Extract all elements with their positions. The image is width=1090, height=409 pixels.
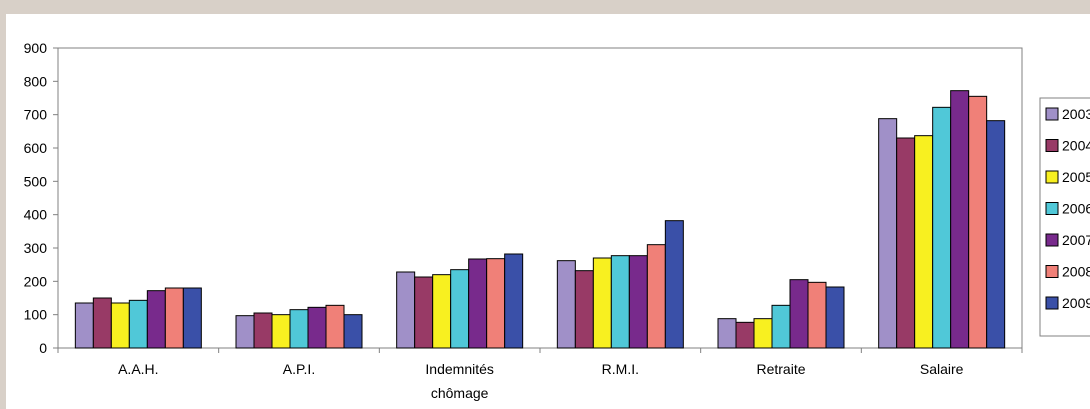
bar-2006-2 [289,309,309,349]
bar-2007-2 [307,306,327,349]
x-category-label: Indemnités [425,361,493,377]
plot-area-border [57,47,1023,349]
bar-2008-2 [325,304,345,349]
bar-2008-3 [486,258,506,349]
bar-2003-4 [556,260,576,349]
bar-2007-4 [628,255,648,349]
x-category-label: chômage [431,385,489,401]
y-tick-label: 600 [24,140,48,156]
bar-2005-1 [110,302,130,349]
bar-2004-3 [414,276,434,349]
legend-label-2004: 2004 [1062,138,1090,154]
bar-2005-3 [432,274,452,349]
y-tick-label: 100 [24,307,48,323]
legend-label-2003: 2003 [1062,106,1090,122]
bar-2009-2 [343,314,363,349]
bar-2009-5 [825,286,845,349]
legend-swatch-2003 [1045,107,1059,121]
bar-2003-6 [878,118,898,349]
y-tick-label: 300 [24,240,48,256]
x-category-label: R.M.I. [602,361,639,377]
legend-swatch-2008 [1045,265,1059,278]
bar-2004-1 [92,297,112,349]
y-tick-label: 800 [24,73,48,89]
y-tick-label: 400 [24,207,48,223]
bar-2004-6 [896,137,916,349]
legend-swatch-2004 [1045,139,1059,152]
legend-swatch-2006 [1045,202,1059,215]
bar-2007-6 [950,90,970,349]
bar-2007-1 [146,290,166,349]
bar-2006-6 [932,106,952,349]
bar-2009-3 [504,253,524,349]
x-category-label: A.A.H. [118,361,158,377]
bar-2005-2 [271,314,291,349]
legend-label-2007: 2007 [1062,232,1090,248]
bar-2006-1 [128,299,148,349]
legend-label-2006: 2006 [1062,201,1090,217]
bar-2009-6 [986,120,1006,349]
bar-2003-2 [235,315,255,349]
legend-swatch-2007 [1045,233,1059,247]
bar-2005-4 [592,257,612,349]
bar-2007-5 [789,279,809,349]
bar-chart: 0 100 200 300 400 500 600 700 800 900 A.A.H. A.P.I.… [24,40,1090,401]
bar-2003-3 [396,271,416,349]
y-tick-label: 0 [39,340,47,356]
bar-2008-4 [646,244,666,349]
y-tick-label: 500 [24,173,48,189]
x-category-label: Salaire [920,361,964,377]
bar-2006-3 [450,269,470,349]
bar-2004-4 [574,270,594,349]
bar-2008-5 [807,281,827,349]
y-tick-label: 900 [24,40,48,56]
x-category-label: A.P.I. [283,361,315,377]
bar-2007-3 [468,258,488,349]
legend-swatch-2009 [1045,296,1059,310]
legend-box [1039,97,1090,337]
chart-area: 0 100 200 300 400 500 600 700 800 900 A.A.H. A.P.I.… [6,14,1090,409]
bar-2005-5 [753,318,773,349]
bar-2003-1 [74,302,94,349]
bar-2005-6 [914,135,934,349]
y-tick-label: 700 [24,107,48,123]
y-tick-label: 200 [24,273,48,289]
legend-label-2009: 2009 [1062,295,1090,311]
bar-2009-1 [182,287,202,349]
bar-2004-2 [253,312,273,349]
legend-label-2005: 2005 [1062,169,1090,185]
bar-2006-5 [771,304,791,349]
legend-swatch-2005 [1045,170,1059,184]
bar-2003-5 [717,318,737,349]
bar-2009-4 [664,220,684,349]
bar-2006-4 [610,255,630,349]
bar-2004-5 [735,321,755,349]
bar-2008-1 [164,287,184,349]
legend-label-2008: 2008 [1062,264,1090,280]
x-category-label: Retraite [756,361,805,377]
bar-2008-6 [968,95,988,349]
